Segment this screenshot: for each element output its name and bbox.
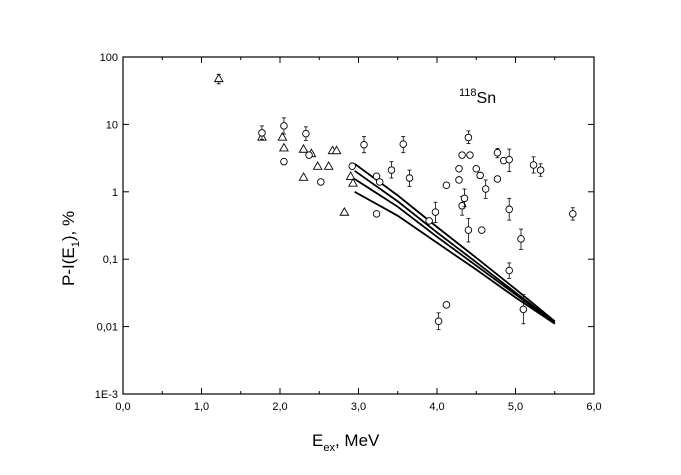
y-axis-ticks: 1E-3 0,01 0,1 1 10 100: [95, 52, 594, 401]
nuclide-mass-number: 118: [459, 87, 477, 99]
circle-point: [569, 210, 577, 218]
circle-point: [458, 151, 466, 159]
circle-point: [280, 122, 288, 130]
circle-point: [302, 129, 310, 138]
x-tick-label: 4,0: [429, 401, 444, 413]
plot-border: [122, 56, 595, 395]
triangle-point: [298, 172, 309, 181]
triangle-point: [278, 142, 289, 152]
circle-point: [305, 151, 313, 159]
circle-point: [505, 266, 513, 275]
triangle-point: [331, 145, 342, 155]
circle-point: [458, 202, 466, 210]
circle-point: [536, 166, 545, 174]
circle-point: [425, 217, 433, 225]
circle-point: [399, 140, 407, 148]
data-points: [213, 73, 577, 331]
circle-point: [431, 208, 440, 216]
circle-point: [405, 174, 414, 182]
circle-point: [481, 185, 490, 193]
circle-point: [348, 162, 356, 170]
x-tick-label: 2,0: [272, 401, 287, 413]
circle-point: [460, 194, 469, 203]
nuclide-symbol: Sn: [477, 90, 497, 107]
triangle-point: [277, 131, 288, 141]
x-axis-title: Eex, MeV: [312, 431, 380, 454]
circle-point: [434, 317, 443, 326]
circle-point: [317, 178, 325, 186]
circle-point: [375, 178, 384, 186]
y-tick-label: 1E-3: [95, 389, 118, 401]
triangle-point: [298, 143, 309, 153]
circle-point: [464, 133, 473, 142]
y-tick-label: 0,01: [97, 322, 118, 334]
circle-point: [529, 161, 538, 169]
x-tick-label: 1,0: [194, 401, 209, 413]
x-axis-ticks: 0,0 1,0 2,0 3,0 4,0 5,0 6,0: [115, 57, 602, 413]
circle-point: [387, 166, 396, 174]
circle-point: [466, 151, 474, 159]
circle-point: [258, 129, 266, 137]
x-tick-label: 5,0: [508, 401, 523, 413]
circle-point: [464, 226, 473, 234]
model-curve: [354, 163, 556, 322]
model-curve: [354, 178, 556, 325]
x-tick-label: 6,0: [586, 401, 601, 413]
circle-point: [477, 226, 486, 234]
circle-point: [455, 176, 463, 184]
circle-point: [442, 301, 451, 309]
model-curve: [354, 191, 556, 325]
triangle-point: [348, 177, 358, 187]
y-tick-label: 10: [106, 119, 118, 131]
x-tick-label: 0,0: [115, 401, 130, 413]
y-axis-title: P-I(E1), %: [59, 211, 82, 286]
circle-point: [505, 205, 513, 214]
circle-point: [519, 305, 528, 314]
triangle-point: [312, 161, 323, 170]
circle-point: [442, 181, 451, 190]
y-tick-label: 100: [100, 52, 118, 64]
x-tick-label: 3,0: [351, 401, 366, 413]
circle-point: [505, 155, 513, 164]
y-tick-label: 1: [112, 187, 118, 199]
circle-point: [372, 210, 381, 218]
triangle-point: [213, 73, 224, 83]
y-tick-label: 0,1: [103, 254, 118, 266]
circle-point: [472, 164, 481, 173]
circle-point: [372, 172, 381, 181]
circle-point: [493, 148, 502, 157]
nuclide-label: 118Sn: [459, 87, 496, 107]
circle-point: [360, 140, 368, 149]
triangle-point: [323, 161, 334, 170]
triangle-point: [345, 171, 356, 180]
circle-point: [517, 235, 525, 243]
plot-frame: [122, 56, 595, 395]
circle-point: [476, 171, 484, 180]
triangle-point: [339, 206, 350, 216]
model-curve: [354, 170, 556, 324]
circle-point: [493, 175, 502, 183]
circle-point: [455, 164, 463, 173]
model-curves: [354, 163, 556, 325]
circle-point: [280, 157, 288, 166]
